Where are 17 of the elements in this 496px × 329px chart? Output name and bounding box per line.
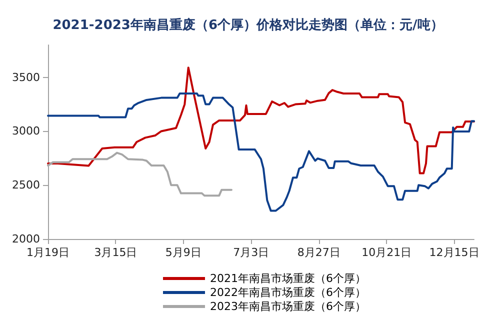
y-tick-label: 2500 xyxy=(12,178,40,192)
chart-title: 2021-2023年南昌重废（6个厚）价格对比走势图（单位：元/吨） xyxy=(52,17,444,33)
legend-label: 2021年南昌市场重废（6个厚） xyxy=(210,272,366,285)
line-series xyxy=(47,92,475,212)
x-tick-label: 10月21日 xyxy=(362,246,412,259)
legend-label: 2022年南昌市场重废（6个厚） xyxy=(210,286,366,299)
x-tick-label: 8月27日 xyxy=(297,246,340,259)
x-tick-label: 3月15日 xyxy=(94,246,138,259)
legend-label: 2023年南昌市场重废（6个厚） xyxy=(210,300,366,313)
line-series xyxy=(47,66,475,174)
y-tick-label: 3000 xyxy=(12,124,40,138)
x-tick-label: 5月9日 xyxy=(165,246,202,259)
y-tick-label: 2000 xyxy=(12,232,40,246)
x-tick-label: 7月3日 xyxy=(233,246,270,259)
x-tick-label: 12月15日 xyxy=(429,246,480,259)
y-tick-label: 3500 xyxy=(12,70,40,84)
x-tick-label: 1月19日 xyxy=(26,246,70,259)
